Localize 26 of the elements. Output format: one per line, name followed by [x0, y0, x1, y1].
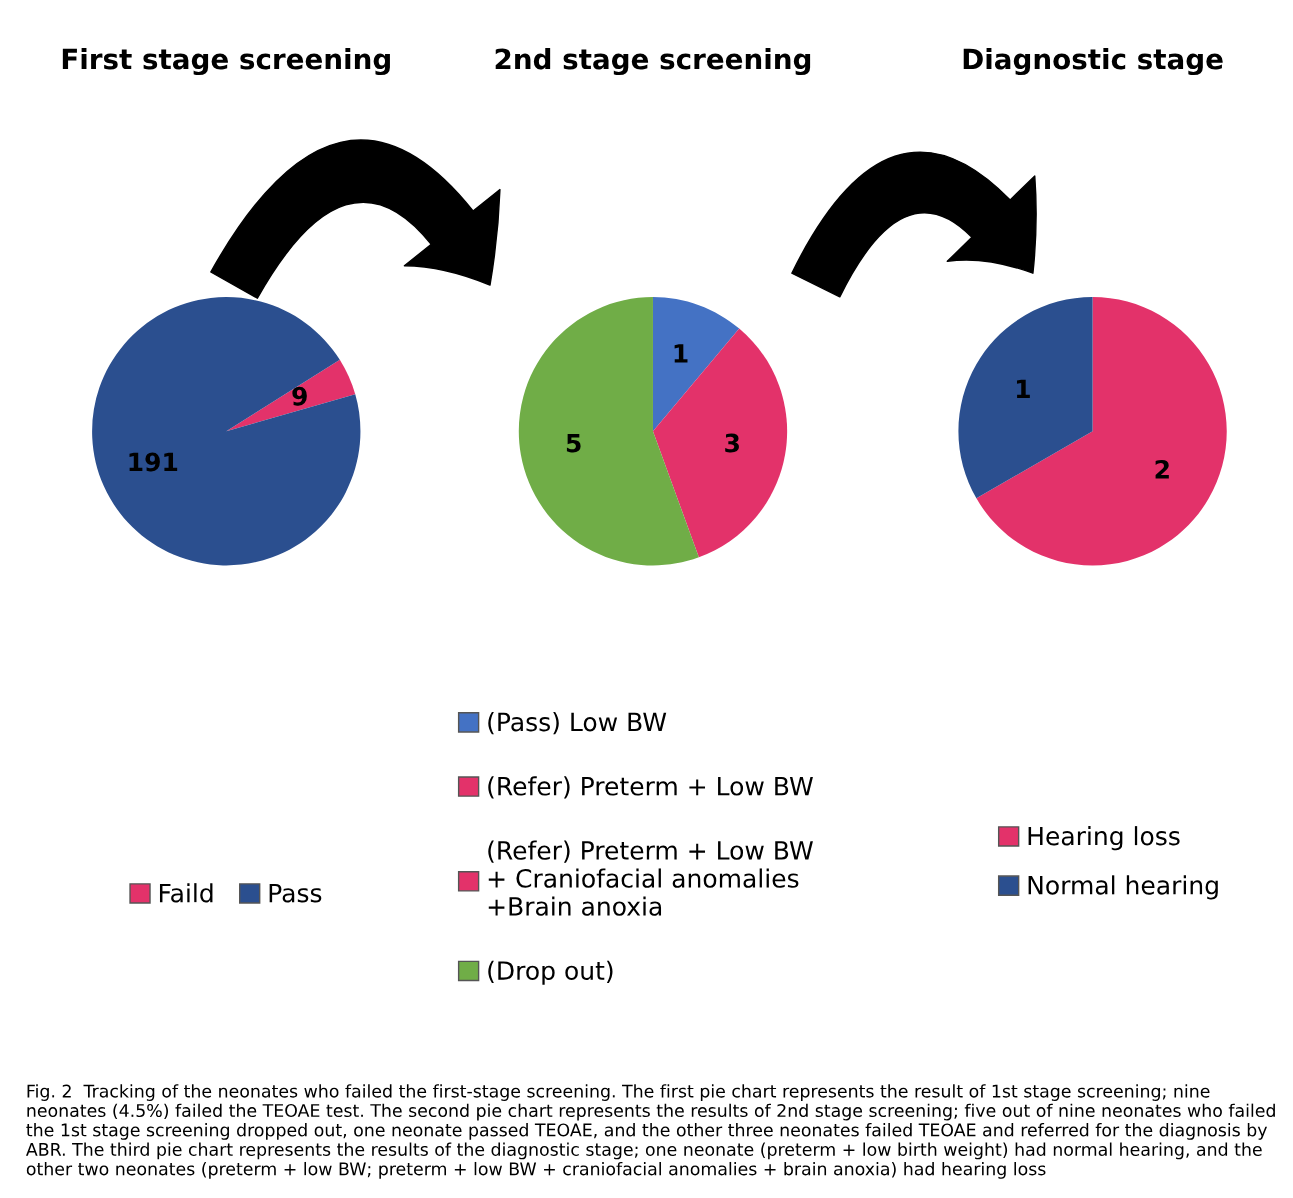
data-label: 9 — [292, 386, 307, 406]
chart-title: Diagnostic stage — [963, 48, 1223, 76]
legend-label: (Refer) Preterm + Low BW — [488, 776, 813, 799]
pie-slice — [226, 359, 356, 432]
pie-slice — [976, 297, 1227, 566]
data-label: 2 — [1155, 459, 1169, 479]
pie-slice — [958, 297, 1093, 499]
caption: Fig. 2 Tracking of the neonates who failed the first-stage screening. The first pie chart represents the result of 1st stage screening; nine neonates (4.5%) failed the TEOAE test. The second pie chart represents the results of 2nd stage screening; five out of nine neonates who failed the 1st stage screening dropped out, one neonate passed TEOAE, and the other three neonates failed TEOAE and referred for the diagnosis by ABR. The third pie chart represents the results of the diagnostic stage; one neonate (preterm + low birth weight) had normal hearing, and the other two neonates (preterm + low BW; preterm + low BW + craniofacial anomalies + brain anoxia) had hearing loss — [26, 1084, 1275, 1179]
pie-slice — [652, 328, 788, 558]
data-label: 191 — [129, 452, 178, 472]
legend-label: Hearing loss — [1028, 826, 1180, 851]
legend-label: Pass — [269, 883, 322, 903]
chart-title: First stage screening — [62, 48, 390, 76]
chart-title: 2nd stage screening — [495, 48, 811, 76]
legend-label: Faild — [159, 883, 213, 903]
pie-slice — [92, 297, 361, 566]
data-label: 5 — [566, 433, 581, 453]
data-label: 3 — [725, 433, 739, 453]
pie-slice — [518, 297, 699, 566]
data-label: 1 — [1016, 379, 1030, 398]
legend-label: (Refer) Preterm + Low BW + Craniofacial anomalies +Brain anoxia — [488, 840, 813, 916]
data-label: 1 — [674, 344, 688, 363]
pie-slice — [652, 297, 740, 432]
legend-label: (Drop out) — [488, 960, 613, 985]
legend-label: Normal hearing — [1028, 875, 1218, 900]
legend-label: (Pass) Low BW — [488, 712, 667, 735]
